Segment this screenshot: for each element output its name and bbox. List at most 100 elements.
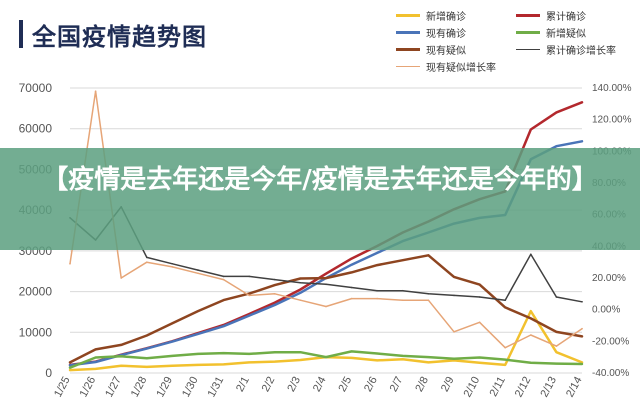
series-point: [402, 355, 404, 357]
series-point: [350, 271, 353, 274]
series-point: [274, 360, 276, 363]
series-point: [94, 368, 97, 370]
series-point: [94, 361, 97, 363]
series-point: [299, 299, 302, 301]
series-point: [581, 101, 583, 104]
series-point: [478, 362, 481, 364]
y-left-tick-label: 60000: [19, 122, 53, 136]
series-point: [530, 310, 532, 312]
series-point: [274, 351, 276, 354]
series-point: [581, 327, 583, 330]
series-point: [581, 140, 583, 143]
series-point: [325, 305, 327, 308]
series-point: [222, 278, 225, 281]
series-point: [376, 352, 379, 355]
series-point: [581, 363, 583, 365]
series-point: [120, 344, 122, 346]
series-point: [197, 353, 199, 355]
legend-item: 累计确诊: [516, 8, 586, 23]
series-point: [478, 356, 481, 359]
legend-label: 现有确诊: [426, 29, 466, 40]
series-point: [453, 294, 455, 297]
series-point: [69, 262, 71, 265]
series-point: [504, 364, 507, 366]
series-point: [248, 294, 250, 297]
series-point: [376, 297, 379, 300]
x-tick-label: 2/2: [260, 375, 278, 394]
x-tick-label: 1/28: [129, 375, 150, 400]
series-point: [197, 272, 199, 275]
series-point: [376, 252, 379, 254]
series-point: [171, 266, 174, 268]
x-tick-label: 2/3: [285, 375, 303, 394]
series-point: [427, 254, 430, 257]
series-point: [555, 331, 558, 333]
series-point: [171, 322, 174, 325]
page-title: 全国疫情趋势图: [32, 24, 207, 51]
series-point: [146, 256, 148, 259]
series-line: [68, 254, 584, 364]
series-point: [453, 276, 455, 278]
series-point: [453, 331, 455, 333]
series-point: [197, 364, 199, 366]
series-point: [120, 355, 122, 358]
series-point: [120, 364, 122, 367]
series-point: [325, 277, 327, 279]
x-tick-label: 2/7: [388, 375, 406, 394]
series-point: [146, 334, 148, 337]
series-point: [402, 358, 404, 360]
series-point: [222, 299, 225, 301]
x-tick-label: 2/10: [462, 375, 483, 400]
series-point: [555, 362, 558, 365]
series-point: [350, 297, 353, 300]
series-point: [427, 361, 430, 364]
legend-item: 现有疑似增长率: [396, 59, 496, 74]
series-point: [581, 300, 583, 303]
legend-swatch: [396, 47, 420, 51]
series-point: [299, 277, 302, 280]
legend-swatch: [516, 30, 540, 34]
series-point: [504, 358, 507, 361]
series-point: [530, 128, 532, 131]
series-point: [69, 369, 71, 371]
y-left-tick-label: 70000: [19, 81, 53, 95]
series-point: [146, 357, 148, 360]
x-tick-label: 1/31: [206, 375, 227, 400]
series-point: [555, 345, 558, 347]
legend-label: 现有疑似: [426, 46, 466, 57]
legend-swatch: [396, 30, 420, 34]
series-point: [478, 283, 481, 286]
series-point: [197, 333, 199, 335]
series-point: [504, 299, 507, 301]
x-tick-label: 2/1: [234, 375, 252, 394]
legend-item: 新增确诊: [396, 8, 466, 23]
y-right-tick-label: 0.00%: [592, 305, 620, 316]
x-tick-label: 2/9: [439, 375, 457, 394]
series-point: [248, 292, 250, 295]
series-point: [350, 350, 353, 353]
legend-label: 新增疑似: [546, 29, 586, 40]
series-point: [222, 275, 225, 278]
series-point: [69, 361, 71, 364]
series-point: [376, 359, 379, 362]
series-point: [248, 314, 250, 317]
series-point: [274, 293, 276, 295]
series-point: [299, 359, 302, 361]
series-point: [299, 288, 302, 291]
series-point: [248, 275, 250, 278]
series-point: [581, 335, 583, 338]
y-right-tick-label: 140.00%: [592, 83, 632, 94]
series-point: [530, 253, 532, 256]
title-accent-bar: [19, 20, 23, 48]
series-point: [504, 346, 507, 349]
y-right-tick-label: 120.00%: [592, 115, 632, 126]
series-point: [197, 310, 199, 312]
series-point: [427, 293, 430, 295]
x-tick-label: 2/8: [413, 375, 431, 394]
series-point: [94, 356, 97, 359]
legend-swatch: [396, 13, 420, 17]
overlay-text: 【疫情是去年还是今年/疫情是去年还是今年的】: [42, 165, 598, 195]
series-point: [478, 296, 481, 298]
series-point: [555, 351, 558, 354]
series-point: [274, 284, 276, 286]
